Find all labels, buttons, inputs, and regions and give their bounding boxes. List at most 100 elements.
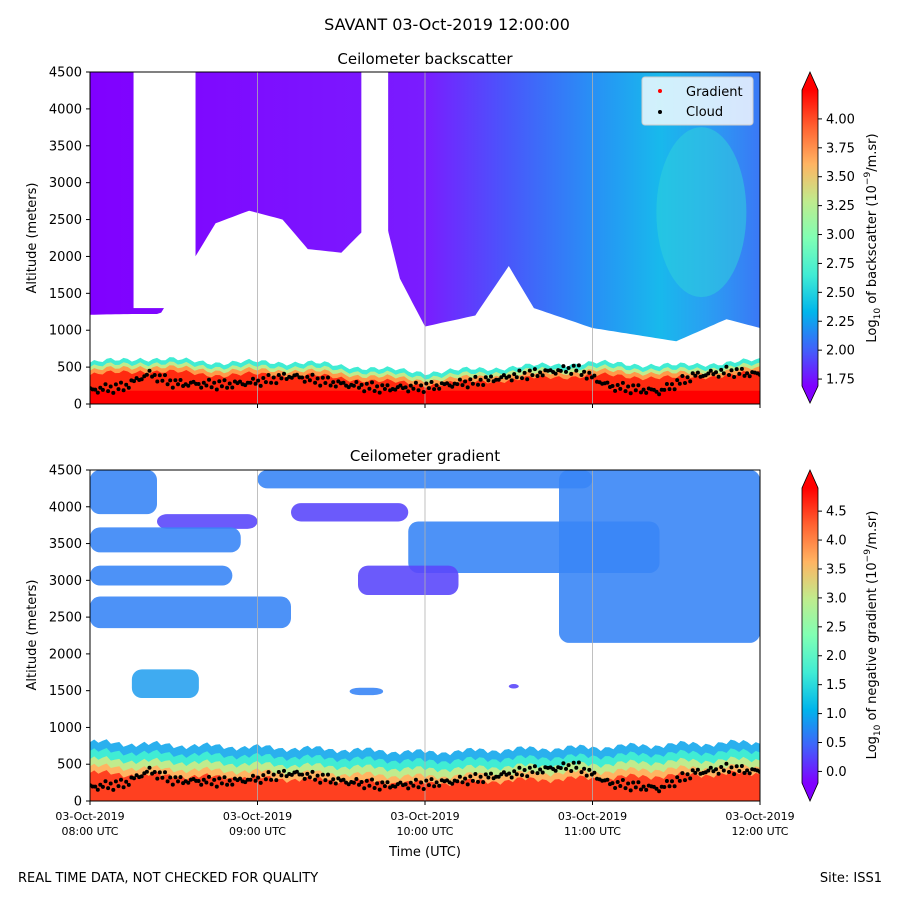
cloud-marker (695, 767, 700, 772)
cloud-marker (367, 386, 372, 391)
colorbar-tick-label: 4.0 (826, 534, 847, 549)
cloud-marker (320, 375, 325, 380)
cloud-marker (675, 775, 680, 780)
cloud-marker (517, 765, 522, 770)
cloud-marker (592, 373, 597, 378)
cloud-marker (538, 767, 543, 772)
cloud-marker (507, 374, 512, 379)
cloud-marker (341, 777, 346, 782)
cloud-marker (248, 380, 253, 385)
cloud-marker (742, 771, 747, 775)
cloud-marker (610, 384, 615, 388)
cloud-marker (576, 760, 581, 765)
cloud-marker (680, 374, 685, 378)
colorbar-tick-label: 1.5 (826, 678, 847, 693)
cloud-marker (93, 387, 98, 392)
cloud-marker (470, 381, 475, 386)
cloud-marker (108, 781, 113, 786)
cloud-marker (636, 383, 641, 388)
cloud-marker (574, 368, 579, 373)
cloud-marker (605, 380, 610, 385)
colorbar-tick-label: 3.0 (826, 591, 847, 606)
cloud-marker (605, 777, 610, 782)
x-tick-date: 03-Oct-2019 (558, 810, 627, 823)
gradient-ylabel: Altitude (meters) (25, 580, 40, 691)
cloud-marker (163, 770, 167, 775)
cloud-marker (416, 785, 421, 790)
cloud-marker (644, 787, 649, 792)
cloud-marker (584, 773, 589, 778)
cloud-marker (429, 777, 434, 782)
cloud-marker (364, 381, 369, 386)
cloud-marker (124, 779, 129, 784)
cloud-marker (628, 391, 633, 396)
colorbar-extend-max (802, 470, 818, 488)
gradient-colorbar: 0.0 0.5 1.0 1.5 2.0 2.5 3.0 3.5 4.0 4.5 Log10 of … (801, 469, 883, 802)
cloud-marker (248, 777, 253, 782)
cloud-marker (613, 388, 618, 393)
cloud-marker (620, 380, 625, 385)
cloud-marker (481, 780, 486, 785)
cloud-marker (416, 388, 421, 393)
cloud-marker (305, 374, 310, 379)
cloud-marker (535, 771, 540, 776)
cloud-marker (227, 778, 232, 783)
colorbar-tick-label: 4.00 (826, 112, 855, 127)
cb-label-mid: of negative gradient (10 (865, 562, 880, 724)
gradient-xlabel: Time (UTC) (388, 845, 461, 860)
cloud-marker (294, 769, 299, 774)
cloud-marker (165, 779, 170, 784)
cloud-marker (326, 375, 330, 380)
cloud-marker (178, 775, 183, 780)
cloud-marker (258, 780, 263, 785)
gradient-title: Ceilometer gradient (350, 447, 500, 465)
cloud-marker (357, 782, 361, 787)
cloud-marker (333, 384, 338, 389)
cloud-marker (168, 378, 173, 383)
cloud-marker (509, 775, 514, 780)
y-tick-label: 0 (74, 795, 82, 810)
cloud-marker (398, 383, 403, 388)
x-tick-time: 12:00 UTC (731, 825, 788, 838)
colorbar-tick-label: 3.25 (826, 199, 855, 214)
cloud-marker (351, 780, 356, 785)
cloud-marker (626, 384, 631, 389)
cloud-marker (463, 776, 468, 781)
footer-site: Site: ISS1 (820, 871, 882, 886)
cloud-marker (398, 780, 403, 785)
cloud-marker (421, 390, 426, 394)
cloud-marker (212, 380, 217, 385)
y-tick-label: 3500 (49, 537, 82, 552)
cloud-marker (106, 389, 111, 394)
cloud-marker (282, 371, 286, 376)
cloud-marker (370, 380, 374, 385)
cloud-marker (587, 767, 592, 772)
cloud-marker (300, 375, 305, 380)
cloud-marker (380, 780, 385, 785)
cloud-marker (121, 388, 126, 393)
cloud-marker (132, 379, 136, 384)
cloud-marker (103, 779, 108, 784)
cloud-marker (403, 385, 408, 390)
cloud-marker (716, 374, 721, 379)
colorbar-tick-label: 3.75 (826, 141, 855, 156)
cloud-marker (426, 783, 431, 788)
gradient-patch (157, 514, 258, 529)
colorbar-gradient (802, 90, 818, 386)
gradient-patch (90, 596, 291, 629)
cloud-marker (163, 373, 167, 378)
cloud-marker (201, 777, 206, 782)
cloud-marker (331, 380, 336, 385)
cloud-marker (636, 780, 641, 785)
cloud-marker (742, 373, 747, 378)
cloud-marker (706, 371, 711, 376)
cloud-marker (385, 780, 390, 785)
cloud-marker (432, 387, 437, 392)
cloud-marker (100, 784, 105, 789)
cloud-marker (478, 377, 483, 382)
cloud-marker (714, 370, 718, 375)
cloud-marker (657, 392, 662, 397)
cloud-marker (571, 760, 576, 765)
cloud-marker (460, 383, 465, 388)
